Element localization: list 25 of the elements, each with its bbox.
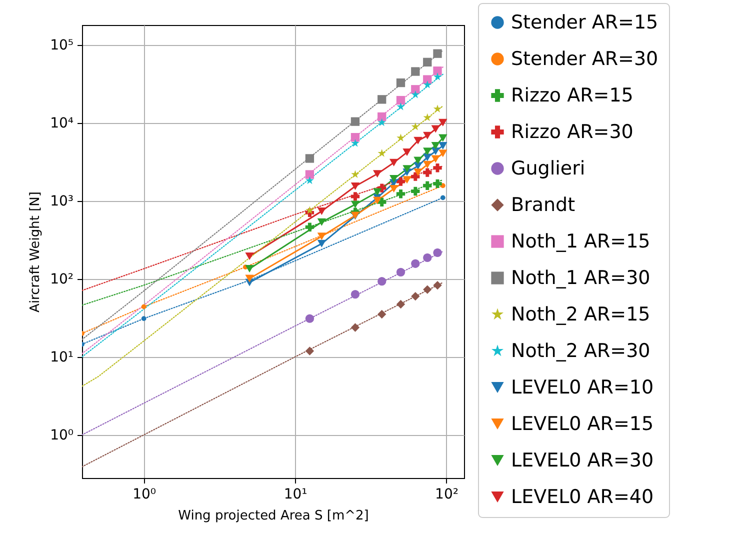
legend-label: LEVEL0 AR=10 <box>511 376 654 398</box>
y-tick-label: 10⁰ <box>50 427 74 444</box>
legend-label: LEVEL0 AR=15 <box>511 413 654 435</box>
legend-label: LEVEL0 AR=30 <box>511 450 654 472</box>
legend-label: Stender AR=30 <box>511 48 658 70</box>
legend-label: Noth_1 AR=15 <box>511 230 650 252</box>
legend-label: Noth_1 AR=30 <box>511 267 650 289</box>
x-axis-title: Wing projected Area S [m^2] <box>178 508 369 524</box>
x-tick-label: 10² <box>435 486 458 502</box>
legend-label: Stender AR=15 <box>511 12 658 34</box>
legend-label: Noth_2 AR=30 <box>511 340 650 362</box>
x-tick-label: 10⁰ <box>132 486 156 502</box>
y-tick-label: 10⁵ <box>50 37 74 54</box>
legend-label: Rizzo AR=15 <box>511 84 634 106</box>
x-tick-label: 10¹ <box>284 486 308 502</box>
y-tick-label: 10² <box>50 271 74 288</box>
legend-label: Noth_2 AR=15 <box>511 304 650 326</box>
legend-label: LEVEL0 AR=40 <box>511 486 654 508</box>
y-tick-label: 10⁴ <box>50 115 74 132</box>
y-tick-label: 10³ <box>50 193 74 210</box>
y-tick-label: 10¹ <box>50 349 74 366</box>
legend-label: Guglieri <box>511 158 586 180</box>
legend-label: Brandt <box>511 194 576 216</box>
y-axis-title: Aircraft Weight [N] <box>28 192 44 312</box>
legend-label: Rizzo AR=30 <box>511 121 634 143</box>
